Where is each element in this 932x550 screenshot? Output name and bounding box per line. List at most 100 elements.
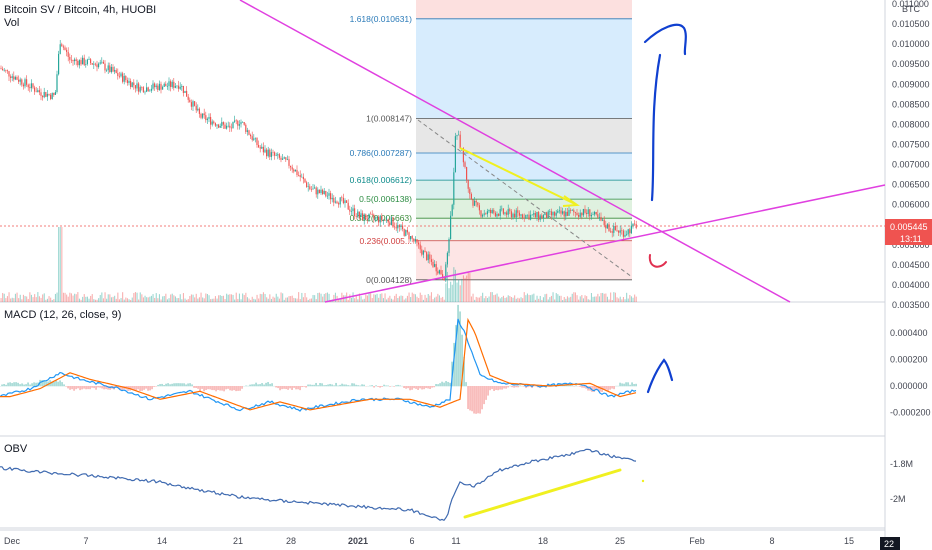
volume-bar [622, 297, 624, 302]
symbol-title[interactable]: Bitcoin SV / Bitcoin, 4h, HUOBI [4, 4, 156, 16]
candle-body [562, 211, 564, 214]
candle-body [18, 79, 20, 82]
volume-bar [350, 297, 352, 302]
volume-bar [490, 292, 492, 302]
yellow-arrow-annotation[interactable] [459, 147, 580, 207]
candle-body [256, 137, 258, 145]
macd-histogram-bar [429, 386, 431, 389]
descending-trendline[interactable] [239, 0, 791, 303]
macd-histogram-bar [337, 385, 339, 387]
candle-body [482, 214, 484, 217]
candle-body [114, 70, 116, 72]
candle-body [224, 124, 226, 129]
volume-bar [578, 299, 580, 302]
volume-bar [448, 288, 450, 302]
candle-body [371, 213, 373, 215]
volume-label[interactable]: Vol [4, 17, 19, 29]
candle-body [518, 212, 520, 216]
candle-body [560, 210, 562, 214]
ascending-trendline[interactable] [324, 184, 886, 303]
volume-bar [262, 292, 264, 302]
macd-histogram-bar [95, 386, 97, 390]
obv-label[interactable]: OBV [4, 443, 28, 455]
volume-bar [214, 296, 216, 302]
volume-bar [238, 293, 240, 302]
candle-body [171, 81, 173, 87]
candle-body [274, 152, 276, 156]
blue-up-arrow-price[interactable] [643, 23, 687, 202]
candle-body [51, 92, 53, 99]
volume-bar [514, 295, 516, 302]
volume-bar [594, 296, 596, 302]
macd-histogram-bar [31, 383, 33, 387]
macd-label[interactable]: MACD (12, 26, close, 9) [4, 309, 121, 321]
candle-body [616, 230, 618, 231]
candle-body [597, 214, 599, 218]
volume-bar [78, 298, 80, 302]
candle-body [390, 217, 392, 225]
volume-bar [43, 293, 45, 302]
macd-histogram-bar [469, 386, 471, 411]
volume-bar [275, 293, 277, 302]
time-tick-label: Dec [4, 536, 21, 546]
candle-body [230, 127, 232, 129]
volume-bar [72, 295, 74, 302]
candle-body [555, 212, 557, 216]
volume-bar [130, 299, 132, 302]
candle-body [10, 76, 12, 78]
candle-body [226, 125, 228, 129]
macd-histogram-bar [607, 386, 609, 392]
candle-body [53, 92, 55, 95]
macd-histogram-bar [523, 386, 525, 387]
macd-histogram-bar [147, 386, 149, 391]
fib-trend-line[interactable] [417, 119, 633, 278]
candle-body [277, 154, 279, 156]
volume-bar [189, 296, 191, 302]
volume-bar [66, 294, 68, 302]
volume-bar [45, 299, 47, 302]
candle-body [227, 125, 229, 127]
candle-body [110, 66, 112, 73]
candle-body [67, 51, 69, 57]
candle-body [107, 65, 109, 71]
candle-body [622, 230, 624, 237]
volume-bar [584, 295, 586, 302]
candle-body [600, 216, 602, 221]
volume-bar [501, 297, 503, 302]
price-tick-label: 0.003500 [892, 300, 930, 310]
volume-bar [162, 296, 164, 302]
volume-bar [523, 292, 525, 302]
volume-bar [635, 296, 637, 302]
candle-body [498, 213, 500, 216]
macd-histogram-bar [261, 383, 263, 387]
time-axis[interactable]: Dec 7 14 21 28 2021 6 11 18 25 Feb 8 15 [4, 536, 854, 546]
macd-histogram-bar [527, 386, 529, 388]
volume-bar [422, 299, 424, 302]
red-smile-annotation[interactable] [648, 254, 667, 268]
candle-body [469, 188, 471, 194]
volume-bar [382, 298, 384, 302]
price-candles[interactable] [0, 40, 637, 283]
fib-retracement[interactable]: 1.618(0.010631) 1(0.008147) 0.786(0.007287… [350, 0, 632, 285]
volume-bar [218, 295, 220, 302]
candle-body [221, 122, 223, 127]
macd-histogram-bar [419, 386, 421, 389]
yellow-obv-trendline[interactable] [463, 468, 622, 519]
macd-histogram-bar [213, 386, 215, 391]
macd-histogram-bar [155, 386, 157, 387]
volume-bar [450, 281, 452, 302]
volume-bar [219, 295, 221, 302]
volume-bar [266, 297, 268, 302]
candle-body [90, 59, 92, 64]
volume-bar [558, 295, 560, 302]
candle-body [296, 169, 298, 175]
candle-body [131, 82, 133, 88]
volume-bar [451, 284, 453, 302]
macd-histogram-bar [41, 380, 43, 387]
blue-up-arrow-macd[interactable] [646, 358, 674, 394]
time-tick-label: 2021 [348, 536, 368, 546]
candle-body [483, 213, 485, 215]
candle-body [413, 238, 415, 242]
volume-bar [248, 298, 250, 302]
